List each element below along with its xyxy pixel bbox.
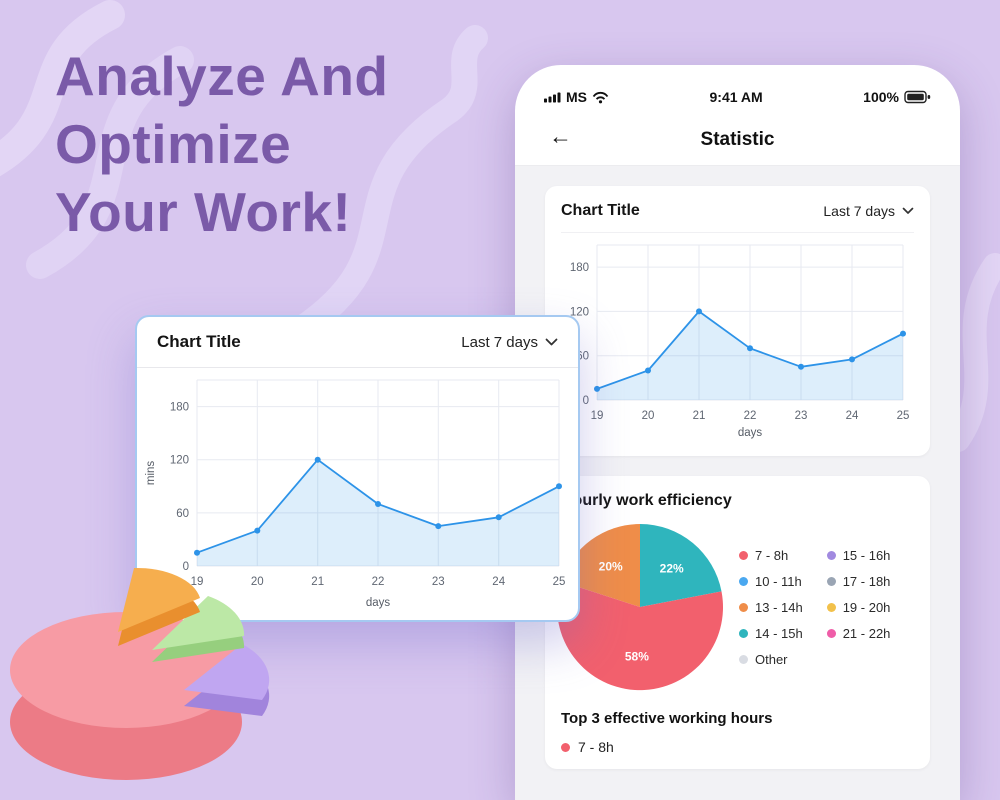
signal-icon (544, 92, 561, 103)
svg-text:120: 120 (570, 306, 589, 318)
chart-card-title: Chart Title (561, 202, 640, 219)
legend-item: 10 - 11h (739, 574, 803, 589)
status-right: 100% (863, 89, 932, 105)
back-button[interactable]: ← (549, 123, 572, 149)
range-selector[interactable]: Last 7 days (823, 203, 914, 219)
svg-text:180: 180 (170, 402, 189, 414)
pie-row: 20% 22% 58% 7 - 8h 10 - 11h 13 - 14h 14 - 15h… (557, 522, 914, 692)
hero-line-1: Analyze And (55, 45, 389, 107)
efficiency-pie-chart: 20% 22% 58% (557, 524, 724, 691)
status-bar: MS 9:41 AM 100% (543, 89, 932, 105)
status-left: MS (543, 89, 609, 105)
chevron-down-icon (902, 207, 914, 214)
legend-label: Other (755, 651, 788, 667)
legend-item: 7 - 8h (739, 548, 803, 563)
svg-text:20: 20 (642, 410, 655, 422)
pie-3d-illustration (10, 567, 270, 780)
svg-text:0: 0 (183, 561, 189, 573)
top-hours-title: Top 3 effective working hours (561, 710, 773, 727)
phone-mockup: MS 9:41 AM 100% ← Statistic (515, 65, 960, 800)
popup-weekly-minutes-chart: 0 60 120 180 19 20 21 22 23 24 25 days mins (145, 379, 566, 609)
svg-text:21: 21 (311, 576, 324, 588)
legend-dot (739, 602, 748, 612)
top-hour-item: 7 - 8h (561, 739, 914, 755)
legend-item: Other (739, 652, 803, 667)
svg-text:120: 120 (170, 455, 189, 467)
svg-text:180: 180 (570, 262, 589, 274)
battery-percent: 100% (863, 89, 899, 105)
svg-text:19: 19 (191, 576, 204, 588)
svg-text:23: 23 (795, 410, 808, 422)
legend-label: 7 - 8h (755, 547, 789, 563)
hero-line-2: Optimize (55, 113, 292, 176)
status-time: 9:41 AM (709, 89, 763, 105)
svg-text:mins: mins (145, 461, 157, 486)
svg-text:days: days (738, 427, 763, 439)
legend-label: 15 - 16h (842, 547, 891, 563)
legend-dot (739, 628, 748, 638)
range-label: Last 7 days (823, 203, 895, 219)
legend-dot (826, 628, 836, 638)
chart-card-header: Chart Title Last 7 days (561, 202, 914, 233)
battery-icon (904, 90, 931, 104)
svg-text:22: 22 (744, 410, 757, 422)
svg-text:0: 0 (583, 395, 589, 407)
hero-line-3: Your Work! (55, 181, 352, 244)
legend-dot (826, 550, 836, 560)
wifi-icon (592, 91, 609, 103)
svg-text:22%: 22% (660, 562, 684, 576)
legend-label: 13 - 14h (755, 599, 803, 615)
svg-text:25: 25 (553, 576, 566, 588)
svg-text:25: 25 (897, 410, 910, 422)
top-hour-label: 7 - 8h (578, 739, 614, 755)
legend-dot (826, 576, 836, 586)
legend-item: 13 - 14h (739, 600, 803, 615)
legend-item: 15 - 16h (826, 547, 891, 563)
popup-range-selector[interactable]: Last 7 days (461, 334, 558, 351)
svg-text:23: 23 (432, 576, 445, 588)
top-hour-dot (561, 742, 570, 752)
legend-item: 14 - 15h (739, 626, 803, 641)
popup-title: Chart Title (157, 332, 241, 351)
svg-text:60: 60 (176, 508, 189, 520)
popup-header: Chart Title Last 7 days (137, 317, 578, 368)
svg-text:days: days (366, 597, 391, 609)
carrier-label: MS (566, 89, 587, 105)
legend-label: 21 - 22h (842, 625, 891, 641)
chevron-down-icon (545, 338, 558, 345)
popup-chart-card: Chart Title Last 7 days 0 60 120 180 19 20 21 2… (135, 315, 580, 622)
popup-range-label: Last 7 days (461, 333, 538, 351)
legend-label: 10 - 11h (755, 573, 802, 589)
pie-legend: 7 - 8h 10 - 11h 13 - 14h 14 - 15h Other 15 - … (739, 548, 890, 667)
svg-text:21: 21 (693, 410, 706, 422)
svg-text:58%: 58% (625, 650, 649, 664)
legend-label: 14 - 15h (755, 625, 803, 641)
page-title: Analyze And Optimize Your Work! (55, 42, 389, 247)
svg-text:24: 24 (492, 576, 505, 588)
legend-item: 19 - 20h (826, 599, 891, 615)
screen-title: Statistic (700, 129, 775, 150)
content-scroll-area[interactable]: Chart Title Last 7 days 0 60 120 180 19 20 21 2… (515, 165, 960, 800)
svg-text:22: 22 (372, 576, 385, 588)
legend-dot (826, 602, 836, 612)
legend-label: 19 - 20h (842, 599, 891, 615)
svg-text:24: 24 (846, 410, 859, 422)
legend-label: 17 - 18h (842, 573, 891, 589)
svg-text:20: 20 (251, 576, 264, 588)
efficiency-card-title: Hourly work efficiency (561, 492, 732, 509)
svg-text:19: 19 (591, 410, 604, 422)
svg-text:20%: 20% (599, 560, 623, 574)
app-header: ← Statistic (515, 119, 960, 165)
legend-dot (739, 654, 748, 664)
legend-item: 21 - 22h (826, 625, 891, 641)
efficiency-card: Hourly work efficiency 20% 22% 58% 7 - 8h 1… (545, 476, 930, 769)
chart-card: Chart Title Last 7 days 0 60 120 180 19 20 21 2… (545, 186, 930, 456)
legend-dot (739, 576, 748, 586)
legend-dot (739, 550, 748, 560)
legend-item: 17 - 18h (826, 573, 891, 589)
